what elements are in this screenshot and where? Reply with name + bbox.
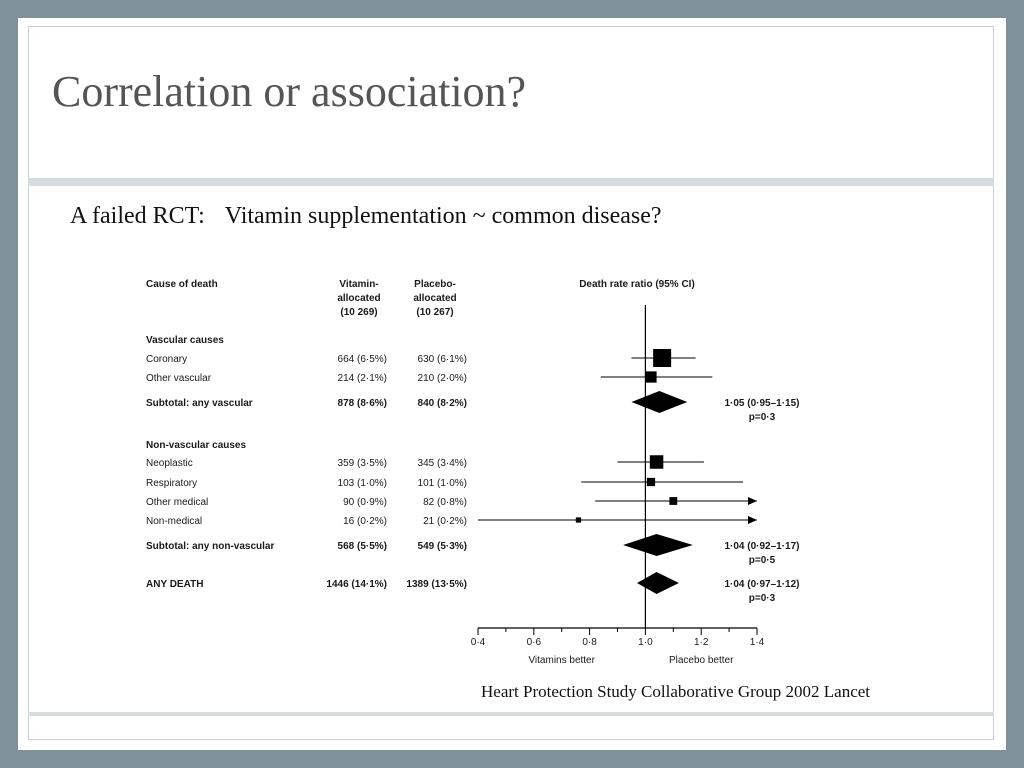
header-vitamin: allocated <box>337 293 380 304</box>
citation: Heart Protection Study Collaborative Gro… <box>481 682 871 701</box>
placebo-count: 82 (0·8%) <box>423 497 467 508</box>
row-label: Other vascular <box>146 373 212 384</box>
placebo-count: 345 (3·4%) <box>418 458 467 469</box>
header-ratio: Death rate ratio (95% CI) <box>579 279 695 290</box>
summary-diamond <box>631 391 688 413</box>
x-tick-label: 1·2 <box>694 637 709 648</box>
summary-p-value: p=0·5 <box>749 555 776 566</box>
row-label: Subtotal: any vascular <box>146 398 253 409</box>
subtitle-main: Vitamin supplementation ~ common disease… <box>224 203 662 229</box>
row-label: Respiratory <box>146 478 197 489</box>
placebo-count: 210 (2·0%) <box>418 373 467 384</box>
header-vitamin: Vitamin- <box>339 279 378 290</box>
x-tick-label: 0·8 <box>582 637 597 648</box>
vitamin-count: 103 (1·0%) <box>338 478 387 489</box>
header-placebo: allocated <box>413 293 456 304</box>
vitamin-count: 214 (2·1%) <box>338 373 387 384</box>
vitamin-count: 664 (6·5%) <box>338 354 387 365</box>
vitamin-count: 878 (8·6%) <box>338 398 387 409</box>
placebo-count: 1389 (13·5%) <box>406 579 467 590</box>
subtitle-prefix: A failed RCT: <box>70 203 205 229</box>
bottom-divider <box>28 712 994 716</box>
title-divider <box>28 178 994 186</box>
x-tick-label: 1·4 <box>750 637 765 648</box>
slide-title: Correlation or association? <box>52 67 527 116</box>
placebo-count: 21 (0·2%) <box>423 516 467 527</box>
vitamin-count: 16 (0·2%) <box>343 516 387 527</box>
row-label: Subtotal: any non-vascular <box>146 541 274 552</box>
header-cause: Cause of death <box>146 279 218 290</box>
summary-result: 1·05 (0·95–1·15) <box>724 398 799 409</box>
row-label: Other medical <box>146 497 208 508</box>
point-estimate <box>575 517 582 523</box>
vitamin-count: 1446 (14·1%) <box>326 579 387 590</box>
point-estimate <box>669 497 678 505</box>
axis-left-label: Vitamins better <box>528 655 595 666</box>
summary-result: 1·04 (0·97–1·12) <box>724 579 799 590</box>
header-placebo: Placebo- <box>414 279 456 290</box>
row-label: Non-medical <box>146 516 202 527</box>
ci-arrow <box>748 497 757 505</box>
placebo-count: 630 (6·1%) <box>418 354 467 365</box>
x-tick-label: 0·4 <box>471 637 486 648</box>
vitamin-count: 359 (3·5%) <box>338 458 387 469</box>
header-vitamin: (10 269) <box>340 307 377 318</box>
point-estimate <box>645 371 657 383</box>
vitamin-count: 568 (5·5%) <box>338 541 387 552</box>
x-tick-label: 0·6 <box>527 637 542 648</box>
summary-p-value: p=0·3 <box>749 593 776 604</box>
summary-result: 1·04 (0·92–1·17) <box>724 541 799 552</box>
row-label: Neoplastic <box>146 458 193 469</box>
point-estimate <box>646 477 656 487</box>
point-estimate <box>653 349 672 367</box>
placebo-count: 840 (8·2%) <box>418 398 467 409</box>
vitamin-count: 90 (0·9%) <box>343 497 387 508</box>
group-label: Vascular causes <box>146 335 224 346</box>
point-estimate <box>649 455 664 469</box>
placebo-count: 549 (5·3%) <box>418 541 467 552</box>
summary-diamond <box>623 534 693 556</box>
group-label: Non-vascular causes <box>146 440 246 451</box>
placebo-count: 101 (1·0%) <box>418 478 467 489</box>
x-tick-label: 1·0 <box>638 637 653 648</box>
slide-subtitle: A failed RCT: Vitamin supplementation ~ c… <box>70 203 662 230</box>
row-label: ANY DEATH <box>146 579 203 590</box>
summary-p-value: p=0·3 <box>749 412 776 423</box>
ci-arrow <box>748 516 757 524</box>
summary-diamond <box>637 572 679 594</box>
row-label: Coronary <box>146 354 187 365</box>
slide-frame <box>28 26 994 740</box>
header-placebo: (10 267) <box>416 307 453 318</box>
axis-right-label: Placebo better <box>669 655 734 666</box>
